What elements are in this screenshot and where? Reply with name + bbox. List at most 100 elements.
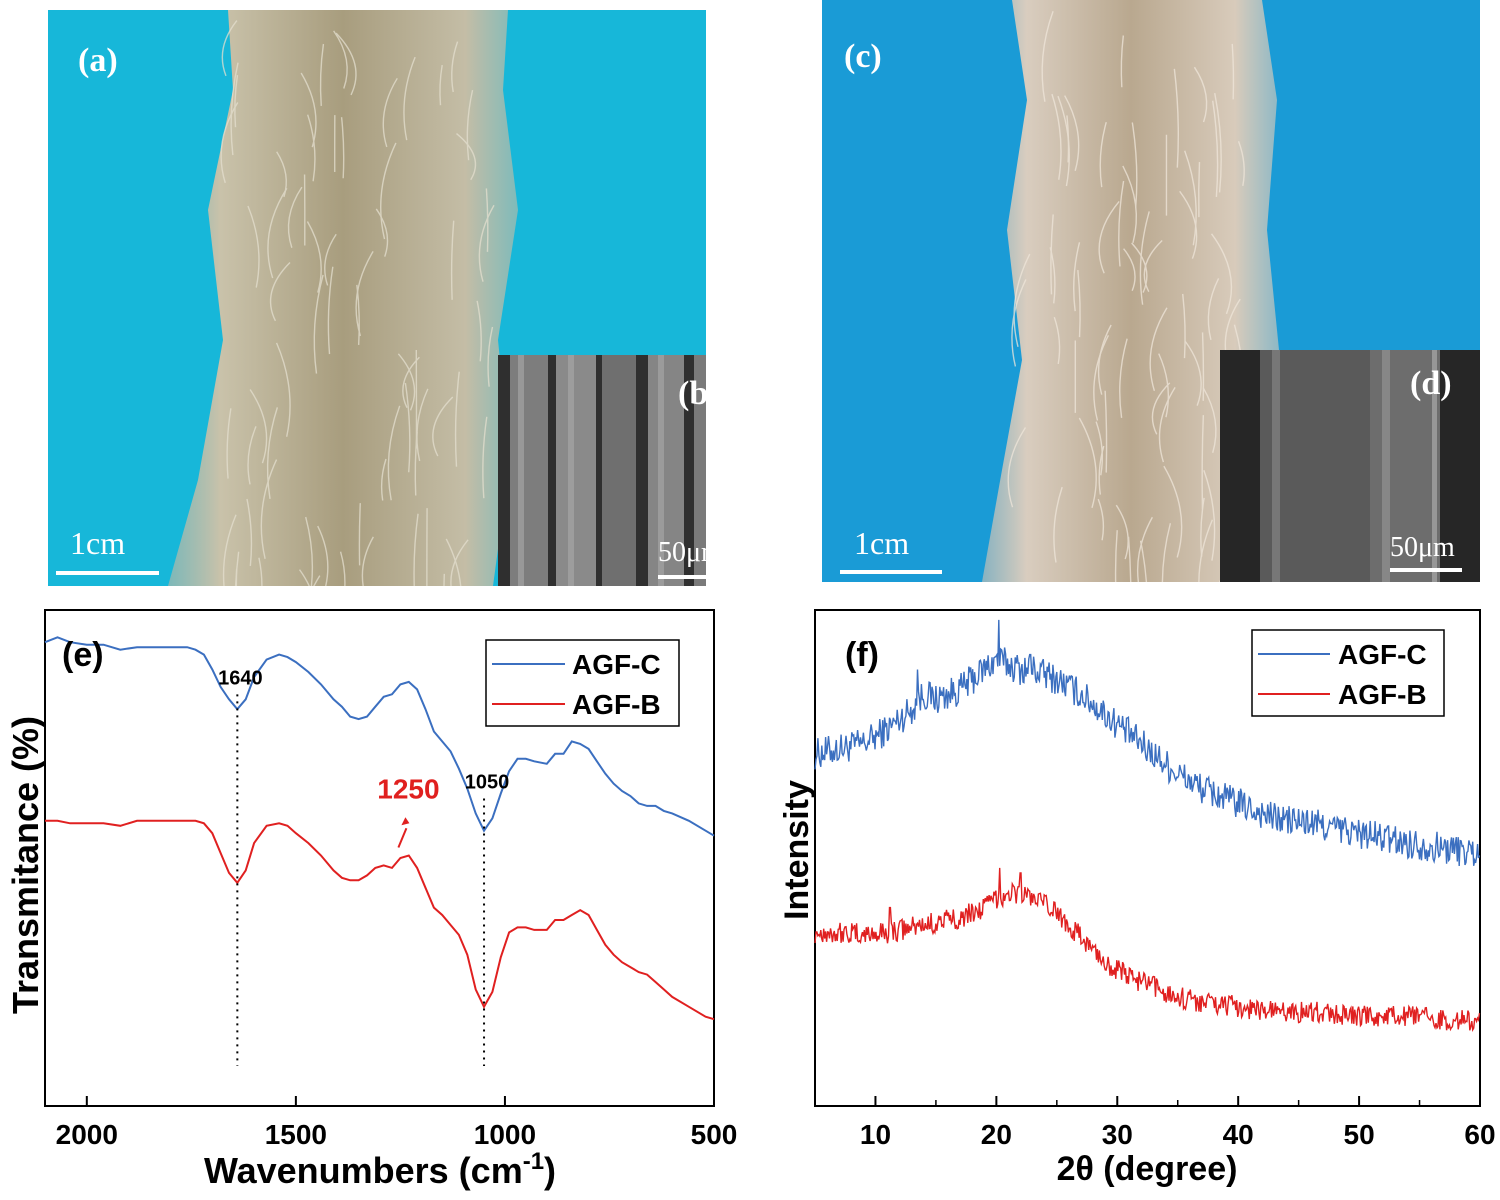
fiber-strand: [1119, 338, 1128, 418]
fiber-strand: [361, 536, 374, 586]
fiber-strand: [1198, 162, 1201, 218]
fiber-strand: [1051, 93, 1062, 180]
panel-label-d: (d): [1410, 365, 1452, 402]
xrd-y-axis-label: Intensity: [778, 780, 816, 920]
scale-bar-a: [56, 571, 159, 575]
fiber-strand: [339, 551, 346, 586]
fiber-strand: [1118, 180, 1125, 267]
fiber-strand: [397, 353, 416, 411]
sem-inset-b: (b) 50μm: [498, 355, 706, 586]
fiber-strand: [1013, 253, 1031, 348]
ftir-legend-agf-c: AGF-C: [572, 649, 661, 680]
xrd-x-tick-label: 10: [860, 1119, 891, 1150]
ftir-panel-label: (e): [62, 636, 104, 674]
fiber-strand: [356, 284, 360, 345]
fiber-strand: [1198, 519, 1214, 582]
fiber-strand: [306, 114, 316, 182]
fiber-strand: [1123, 248, 1136, 291]
fiber-strand: [382, 77, 398, 148]
fiber-strand: [1163, 465, 1183, 558]
fiber-strand: [404, 382, 411, 473]
fiber-strand: [1095, 421, 1104, 476]
fiber-strand: [313, 274, 324, 374]
fiber-strand: [1127, 536, 1132, 582]
fiber-strand: [305, 516, 314, 586]
ftir-x-tick-label: 2000: [56, 1119, 118, 1150]
fiber-strand: [1151, 382, 1171, 435]
fiber-strand: [1201, 415, 1205, 509]
fiber-strand: [413, 513, 419, 586]
fiber-strand: [258, 557, 263, 586]
scale-label-a: 1cm: [70, 525, 126, 561]
fiber-strand: [319, 43, 325, 106]
ftir-x-axis-label: Wavenumbers (cm-1): [204, 1148, 556, 1191]
photo-panel-c: (d) 50μm (c) 1cm: [822, 0, 1480, 582]
xrd-x-tick-label: 40: [1223, 1119, 1254, 1150]
photo-panel-a: (b) 50μm (a) 1cm: [48, 10, 706, 586]
ftir-x-tick-label: 1500: [265, 1119, 327, 1150]
fiber-strand: [1050, 214, 1054, 295]
fiber-strand: [1207, 278, 1220, 341]
panel-label-a: (a): [78, 42, 118, 79]
fiber-strand: [317, 525, 329, 586]
ftir-peak-label: 1640: [218, 667, 263, 689]
scale-label-c: 1cm: [854, 525, 910, 561]
fiber-strand: [1202, 387, 1217, 453]
fiber-strand: [1143, 239, 1163, 293]
fiber-strand: [275, 342, 291, 437]
fiber-strand: [387, 405, 401, 501]
xrd-legend: AGF-C AGF-B: [1251, 629, 1445, 717]
ftir-legend: AGF-C AGF-B: [485, 639, 680, 727]
sem-inset-d: (d) 50μm: [1220, 350, 1480, 582]
fiber-strand: [1077, 270, 1081, 338]
ftir-peak-label-1250: 1250: [377, 773, 439, 804]
fiber-strand: [1139, 211, 1150, 305]
scale-label-d: 50μm: [1390, 532, 1455, 563]
fiber-strand: [375, 208, 389, 257]
fiber-strand: [1011, 279, 1027, 367]
fiber-strand: [1078, 417, 1097, 508]
fiber-strand: [335, 32, 357, 96]
fiber-strand: [1053, 486, 1063, 563]
fiber-strand: [1203, 470, 1216, 561]
fiber-strand: [432, 396, 454, 457]
fiber-strand: [466, 89, 474, 161]
fiber-strand: [450, 539, 469, 586]
fiber-strand: [226, 408, 232, 479]
fiber-strand: [380, 142, 397, 240]
fiber-strand: [247, 205, 260, 288]
fiber-strand: [1200, 497, 1205, 557]
fiber-strand: [1093, 334, 1110, 421]
fiber-strand: [269, 261, 291, 322]
panel-label-b: (b): [678, 375, 706, 412]
ftir-peak-label: 1050: [465, 771, 510, 793]
fiber-strand: [456, 132, 477, 181]
fiber-strand: [249, 389, 268, 464]
fiber-strand: [1099, 122, 1107, 188]
fiber-strand: [443, 573, 445, 586]
fiber-strand: [287, 186, 303, 248]
ftir-series-agf-b: [45, 819, 715, 1021]
fiber-strand: [234, 551, 240, 586]
fiber-strand: [1104, 390, 1108, 473]
fiber-bundle-c: [982, 0, 1280, 582]
fiber-strand: [485, 188, 489, 252]
fiber-strand: [1193, 66, 1208, 123]
scale-bar-b: [658, 575, 706, 579]
ftir-series-agf-c: [44, 636, 715, 837]
fiber-strand: [1173, 68, 1179, 168]
fiber-strand: [1231, 43, 1235, 100]
xrd-x-axis-label: 2θ (degree): [1057, 1150, 1238, 1188]
fiber-strand: [1182, 293, 1186, 359]
fiber-strand: [1115, 504, 1129, 560]
fiber-strand: [221, 20, 238, 77]
fiber-strand: [266, 407, 279, 499]
fiber-strand: [358, 503, 361, 566]
fiber-strand: [1097, 498, 1105, 541]
fiber-strand: [300, 72, 317, 148]
fiber-strand: [298, 569, 310, 586]
fiber-strand: [1131, 242, 1148, 293]
fiber-strand: [1007, 427, 1027, 508]
ftir-legend-agf-b: AGF-B: [572, 689, 661, 720]
fiber-strand: [220, 102, 239, 184]
